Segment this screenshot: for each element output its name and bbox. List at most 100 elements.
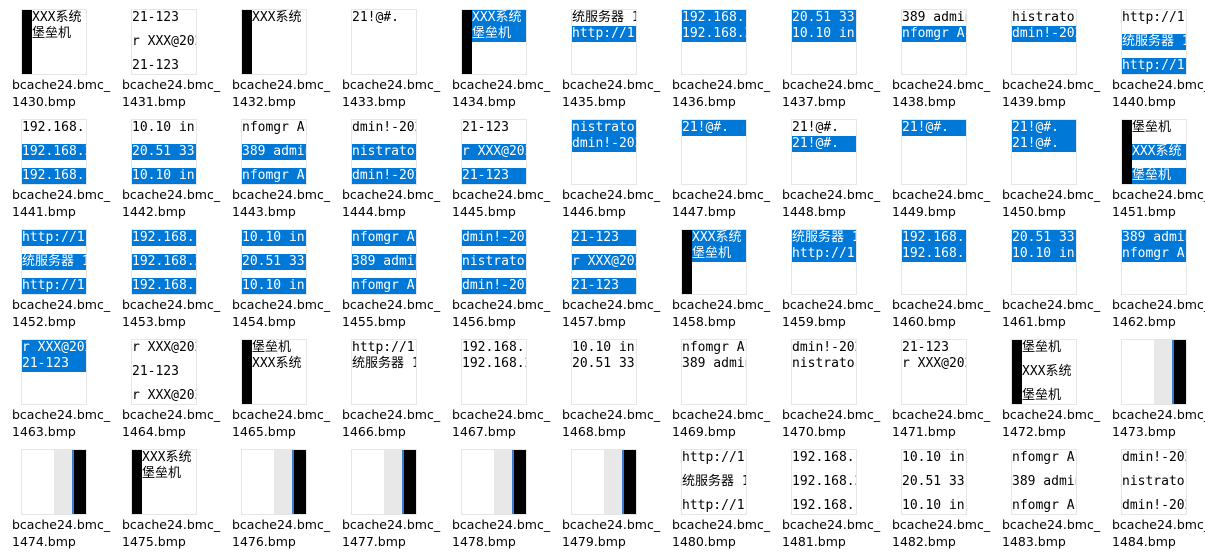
thumbnail: 192.168.1 192.168.1 — [902, 230, 966, 294]
file-item[interactable]: http://1 统服务器 1 http://1 bcache24.bmc_ 1452.… — [12, 220, 122, 330]
file-name: bcache24.bmc_ — [892, 517, 991, 532]
file-item[interactable]: 21-123 r XXX@202 21-123 bcache24.bmc_ 1431.b… — [122, 0, 232, 110]
thumb-text: dmin!-202 — [1012, 26, 1076, 42]
file-name: bcache24.bmc_ — [232, 187, 331, 202]
black-bar — [22, 10, 32, 74]
file-name: bcache24.bmc_ — [122, 297, 221, 312]
file-item[interactable]: XXX系统 堡垒机 bcache24.bmc_ 1458.bmp — [672, 220, 782, 330]
file-item[interactable]: 21!@#. 21!@#. bcache24.bmc_ 1448.bmp — [782, 110, 892, 220]
file-item[interactable]: r XXX@202 21-123 r XXX@202 bcache24.bmc_ 146… — [122, 330, 232, 440]
file-item[interactable]: dmin!-202 nistrator dmin!-202 bcache24.bmc_… — [1112, 440, 1205, 550]
file-item[interactable]: 21-123 r XXX@202 21-123 bcache24.bmc_ 1445.b… — [452, 110, 562, 220]
thumb-text: nistrator — [1122, 474, 1186, 489]
thumb-text: 21-123 — [132, 58, 179, 73]
file-item[interactable]: 堡垒机 XXX系统 堡垒机 bcache24.bmc_ 1472.bmp — [1002, 330, 1112, 440]
file-item[interactable]: 192.168.1 192.168.2 bcache24.bmc_ 1436.bmp — [672, 0, 782, 110]
thumb-text: 统服务器 1 — [572, 10, 636, 25]
file-item[interactable]: 10.10 in 20.51 33 10.10 in bcache24.bmc_ 144… — [122, 110, 232, 220]
file-item[interactable]: nistrator dmin!-202 bcache24.bmc_ 1446.bmp — [562, 110, 672, 220]
file-item[interactable]: 21!@#. 21!@#. bcache24.bmc_ 1450.bmp — [1002, 110, 1112, 220]
file-item[interactable]: bcache24.bmc_ 1473.bmp — [1112, 330, 1205, 440]
file-item[interactable]: 10.10 in 20.51 33 bcache24.bmc_ 1468.bmp — [562, 330, 672, 440]
file-item[interactable]: 192.168.1 192.168.2 192.168.1 bcache24.bmc_… — [122, 220, 232, 330]
file-item[interactable]: 21-123 r XXX@202 bcache24.bmc_ 1471.bmp — [892, 330, 1002, 440]
file-item[interactable]: histrator dmin!-202 bcache24.bmc_ 1439.bmp — [1002, 0, 1112, 110]
file-name: 1475.bmp — [122, 534, 186, 549]
thumbnail — [242, 450, 306, 514]
file-item[interactable]: 统服务器 1 http://1 bcache24.bmc_ 1435.bmp — [562, 0, 672, 110]
black-bar — [1012, 340, 1022, 404]
thumb-text: http://1 — [682, 498, 745, 513]
file-name: 1447.bmp — [672, 204, 736, 219]
file-item[interactable]: nfomgr Ac 389 admin bcache24.bmc_ 1469.bmp — [672, 330, 782, 440]
file-item[interactable]: 21!@#. bcache24.bmc_ 1449.bmp — [892, 110, 1002, 220]
file-item[interactable]: XXX系统 堡垒机 bcache24.bmc_ 1475.bmp — [122, 440, 232, 550]
file-name: bcache24.bmc_ — [562, 517, 661, 532]
file-item[interactable]: dmin!-202 nistrator bcache24.bmc_ 1470.bmp — [782, 330, 892, 440]
thumb-text: XXX系统 — [32, 10, 82, 25]
file-item[interactable]: nfomgr Ac 389 admin nfomgr Ac bcache24.bmc_… — [342, 220, 452, 330]
file-item[interactable]: XXX系统 bcache24.bmc_ 1432.bmp — [232, 0, 342, 110]
file-item[interactable]: XXX系统 堡垒机 bcache24.bmc_ 1430.bmp — [12, 0, 122, 110]
file-item[interactable]: 20.51 33 10.10 in bcache24.bmc_ 1461.bmp — [1002, 220, 1112, 330]
thumbnail: 10.10 in 20.51 33 10.10 in — [242, 230, 306, 294]
thumb-text: 21-123 — [22, 356, 86, 372]
file-item[interactable]: 21!@#. bcache24.bmc_ 1433.bmp — [342, 0, 452, 110]
file-name: 1460.bmp — [892, 314, 956, 329]
thumb-text: nfomgr Ac — [902, 26, 966, 42]
file-item[interactable]: nfomgr Ac 389 admin nfomgr Ac bcache24.bmc_… — [232, 110, 342, 220]
thumb-text: 192.168.1 — [902, 230, 966, 246]
file-item[interactable]: dmin!-202 nistrator dmin!-202 bcache24.bmc_… — [342, 110, 452, 220]
file-item[interactable]: 统服务器 1 http://1 bcache24.bmc_ 1459.bmp — [782, 220, 892, 330]
file-item[interactable]: r XXX@202 21-123 bcache24.bmc_ 1463.bmp — [12, 330, 122, 440]
file-item[interactable]: 21-123 r XXX@202 21-123 bcache24.bmc_ 1457.b… — [562, 220, 672, 330]
thumb-text: 192.168.2 — [22, 144, 86, 160]
file-name: bcache24.bmc_ — [342, 77, 441, 92]
file-item[interactable]: nfomgr Ac 389 admin nfomgr Ac bcache24.bmc_… — [1002, 440, 1112, 550]
file-item[interactable]: 192.168.1 192.168.2 bcache24.bmc_ 1467.bmp — [452, 330, 562, 440]
file-item[interactable]: 堡垒机 XXX系统 bcache24.bmc_ 1465.bmp — [232, 330, 342, 440]
thumb-text: 堡垒机 — [1022, 388, 1062, 403]
file-item[interactable]: http://1 统服务器 1 http://1 bcache24.bmc_ 1480.… — [672, 440, 782, 550]
thumb-text: nfomgr Ac — [1012, 498, 1076, 513]
thumb-text: 389 admin — [1122, 230, 1186, 246]
file-item[interactable]: bcache24.bmc_ 1479.bmp — [562, 440, 672, 550]
black-bar — [132, 450, 142, 514]
black-bar — [682, 230, 692, 294]
thumbnail — [572, 450, 636, 514]
file-item[interactable]: 192.168.1 192.168.2 192.168.1 bcache24.bmc_… — [782, 440, 892, 550]
thumb-text: 21!@#. — [792, 120, 839, 135]
file-item[interactable]: 21!@#. bcache24.bmc_ 1447.bmp — [672, 110, 782, 220]
file-name: 1454.bmp — [232, 314, 296, 329]
file-name: 1470.bmp — [782, 424, 846, 439]
thumb-text: 21-123 — [132, 10, 179, 25]
file-name: 1452.bmp — [12, 314, 76, 329]
thumb-text: 21!@#. — [352, 10, 399, 25]
file-item[interactable]: 堡垒机 XXX系统 堡垒机 bcache24.bmc_ 1451.bmp — [1112, 110, 1205, 220]
file-name: bcache24.bmc_ — [782, 297, 881, 312]
file-name: 1484.bmp — [1112, 534, 1176, 549]
file-item[interactable]: 389 admin nfomgr Ac bcache24.bmc_ 1438.bmp — [892, 0, 1002, 110]
file-item[interactable]: 192.168.1 192.168.1 bcache24.bmc_ 1460.bmp — [892, 220, 1002, 330]
thumb-text: 堡垒机 — [1022, 340, 1062, 355]
file-item[interactable]: 10.10 in 20.51 33 10.10 in bcache24.bmc_ 145… — [232, 220, 342, 330]
file-item[interactable]: 20.51 33 10.10 in bcache24.bmc_ 1437.bmp — [782, 0, 892, 110]
thumbnail: 21-123 r XXX@202 21-123 — [572, 230, 636, 294]
file-item[interactable]: 192.168.1 192.168.2 192.168.1 bcache24.bmc_… — [12, 110, 122, 220]
file-item[interactable]: 10.10 in 20.51 33 10.10 in bcache24.bmc_ 148… — [892, 440, 1002, 550]
file-name: bcache24.bmc_ — [452, 297, 551, 312]
file-item[interactable]: XXX系统 堡垒机 bcache24.bmc_ 1434.bmp — [452, 0, 562, 110]
thumb-text: 10.10 in — [902, 498, 965, 513]
file-item[interactable]: bcache24.bmc_ 1478.bmp — [452, 440, 562, 550]
file-item[interactable]: http://1 统服务器 1 http://1 bcache24.bmc_ 1440.… — [1112, 0, 1205, 110]
file-item[interactable]: http://1 统服务器 1 bcache24.bmc_ 1466.bmp — [342, 330, 452, 440]
file-item[interactable]: dmin!-202 nistrator dmin!-202 bcache24.bmc_… — [452, 220, 562, 330]
file-item[interactable]: bcache24.bmc_ 1477.bmp — [342, 440, 452, 550]
file-item[interactable]: bcache24.bmc_ 1476.bmp — [232, 440, 342, 550]
file-name: 1430.bmp — [12, 94, 76, 109]
thumbnail — [352, 450, 416, 514]
file-name: bcache24.bmc_ — [122, 77, 221, 92]
file-item[interactable]: 389 admin nfomgr Ac bcache24.bmc_ 1462.bmp — [1112, 220, 1205, 330]
thumb-text: 10.10 in — [792, 26, 856, 42]
file-item[interactable]: bcache24.bmc_ 1474.bmp — [12, 440, 122, 550]
